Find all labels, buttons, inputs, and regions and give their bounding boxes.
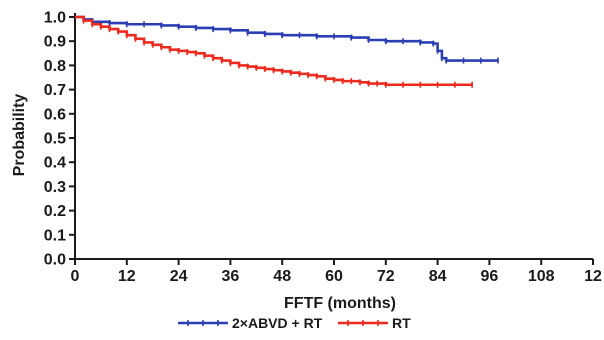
x-tick-label: 96 — [481, 268, 499, 285]
x-tick-label: 60 — [325, 268, 343, 285]
x-tick-label: 0 — [71, 268, 80, 285]
x-tick-label: 48 — [273, 268, 291, 285]
x-tick-label: 36 — [222, 268, 240, 285]
y-ticks: 0.0 0.1 0.2 0.3 0.4 0.5 0.6 0.7 0.8 0.9 1.0 — [44, 10, 75, 269]
y-tick-label: 0.5 — [44, 131, 66, 148]
y-tick-label: 0.9 — [44, 34, 66, 51]
y-tick-label: 0.4 — [44, 155, 66, 172]
x-tick-label: 72 — [377, 268, 395, 285]
legend-item: 2×ABVD + RT — [178, 315, 323, 331]
x-tick-label: 108 — [528, 268, 555, 285]
x-tick-label: 12 — [584, 268, 602, 285]
y-tick-label: 0.6 — [44, 106, 66, 123]
legend-label: 2×ABVD + RT — [232, 315, 323, 331]
y-tick-label: 0.3 — [44, 179, 66, 196]
series-1 — [75, 15, 499, 64]
x-tick-label: 12 — [118, 268, 136, 285]
y-tick-label: 0.1 — [44, 227, 66, 244]
x-tick-label: 24 — [170, 268, 188, 285]
legend-label: RT — [392, 315, 411, 331]
y-tick-label: 1.0 — [44, 10, 66, 27]
x-tick-label: 84 — [429, 268, 447, 285]
y-axis-title: Probability — [11, 94, 28, 177]
y-tick-label: 0.0 — [44, 252, 66, 269]
legend-item: RT — [338, 315, 411, 331]
y-tick-label: 0.8 — [44, 58, 66, 75]
axes: 0.0 0.1 0.2 0.3 0.4 0.5 0.6 0.7 0.8 0.9 1.0 0 12 24 3… — [44, 10, 602, 286]
series-2 — [75, 15, 473, 88]
series-line — [75, 15, 473, 87]
x-ticks: 0 12 24 36 48 60 72 84 96 108 12 — [71, 259, 602, 285]
y-tick-label: 0.2 — [44, 203, 66, 220]
y-tick-label: 0.7 — [44, 82, 66, 99]
series-layer — [75, 15, 499, 88]
x-axis-title: FFTF (months) — [284, 295, 396, 312]
legend: 2×ABVD + RT RT — [178, 315, 411, 331]
